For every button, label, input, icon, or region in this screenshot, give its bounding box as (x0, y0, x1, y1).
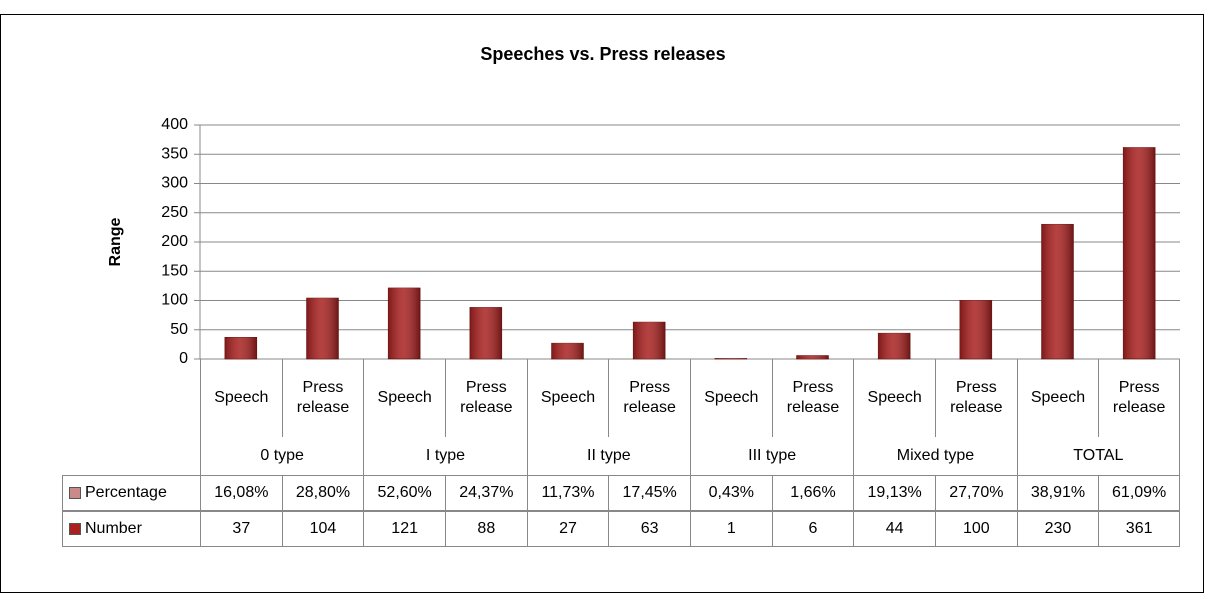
chart-frame (0, 14, 1204, 593)
category-group-label: Mixed type (853, 437, 1016, 475)
y-tick-label: 150 (161, 262, 188, 279)
data-table-value: 27 (526, 511, 609, 547)
data-table-value: 24,37% (445, 475, 527, 511)
data-table-value: 104 (281, 511, 364, 547)
data-table-value: 38,91% (1016, 475, 1099, 511)
bar-shade (878, 333, 911, 359)
chart-title: Speeches vs. Press releases (480, 44, 725, 64)
category-label: Speech (526, 359, 609, 437)
bar-shade (959, 300, 992, 359)
data-table-value: 0,43% (690, 475, 772, 511)
y-tick-label: 250 (161, 204, 188, 221)
legend-label: Number (85, 520, 142, 537)
data-table-value: 61,09% (1098, 475, 1180, 511)
bar-shade (306, 297, 339, 359)
data-table-value: 17,45% (608, 475, 690, 511)
category-label: Speech (1016, 359, 1099, 437)
category-group-label: II type (526, 437, 690, 475)
y-tick-label: 300 (161, 175, 188, 192)
bar-shade (551, 343, 584, 359)
y-tick-label: 400 (161, 116, 188, 133)
data-table-value: 88 (445, 511, 527, 547)
legend-key (69, 523, 81, 535)
data-table-value: 27,70% (935, 475, 1017, 511)
data-table-value: 37 (200, 511, 282, 547)
data-table-value: 11,73% (526, 475, 609, 511)
data-table-value: 52,60% (363, 475, 445, 511)
y-tick-label: 100 (161, 292, 188, 309)
data-table-value: 6 (771, 511, 854, 547)
data-table-value: 121 (363, 511, 445, 547)
category-label: Press release (445, 359, 527, 437)
bar-shade (469, 307, 502, 359)
data-table-value: 361 (1098, 511, 1180, 547)
category-label: Speech (853, 359, 935, 437)
data-table-value: 1 (690, 511, 772, 547)
data-table-value: 230 (1016, 511, 1099, 547)
bar-shade (1041, 224, 1074, 359)
data-table-value: 16,08% (200, 475, 282, 511)
legend-label: Percentage (85, 484, 167, 501)
data-table-value: 28,80% (281, 475, 364, 511)
y-tick-label: 200 (161, 233, 188, 250)
data-table-value: 100 (935, 511, 1017, 547)
legend-key (69, 487, 81, 499)
category-group-label: TOTAL (1016, 437, 1180, 475)
category-label: Speech (363, 359, 445, 437)
y-tick-label: 350 (161, 145, 188, 162)
category-group-label: III type (690, 437, 853, 475)
category-label: Press release (771, 359, 854, 437)
legend-entry: Number (62, 511, 200, 547)
bar-shade (796, 355, 829, 359)
data-table-value: 19,13% (853, 475, 935, 511)
category-group-label: 0 type (200, 437, 363, 475)
category-label: Press release (281, 359, 364, 437)
bar-shade (388, 287, 421, 359)
category-group-label: I type (363, 437, 526, 475)
category-label: Press release (935, 359, 1017, 437)
bar-shade (224, 337, 257, 359)
category-label: Press release (608, 359, 690, 437)
category-label: Press release (1098, 359, 1180, 437)
data-table-value: 1,66% (771, 475, 854, 511)
data-table-value: 63 (608, 511, 690, 547)
category-label: Speech (690, 359, 772, 437)
data-table-value: 44 (853, 511, 935, 547)
bar-shade (714, 358, 747, 359)
legend-entry: Percentage (62, 475, 200, 511)
y-axis-label: Range (107, 217, 124, 266)
bar-shade (633, 322, 666, 359)
category-label: Speech (200, 359, 282, 437)
y-tick-label: 50 (170, 321, 188, 338)
bar-shade (1123, 147, 1156, 359)
y-tick-label: 0 (179, 350, 188, 367)
